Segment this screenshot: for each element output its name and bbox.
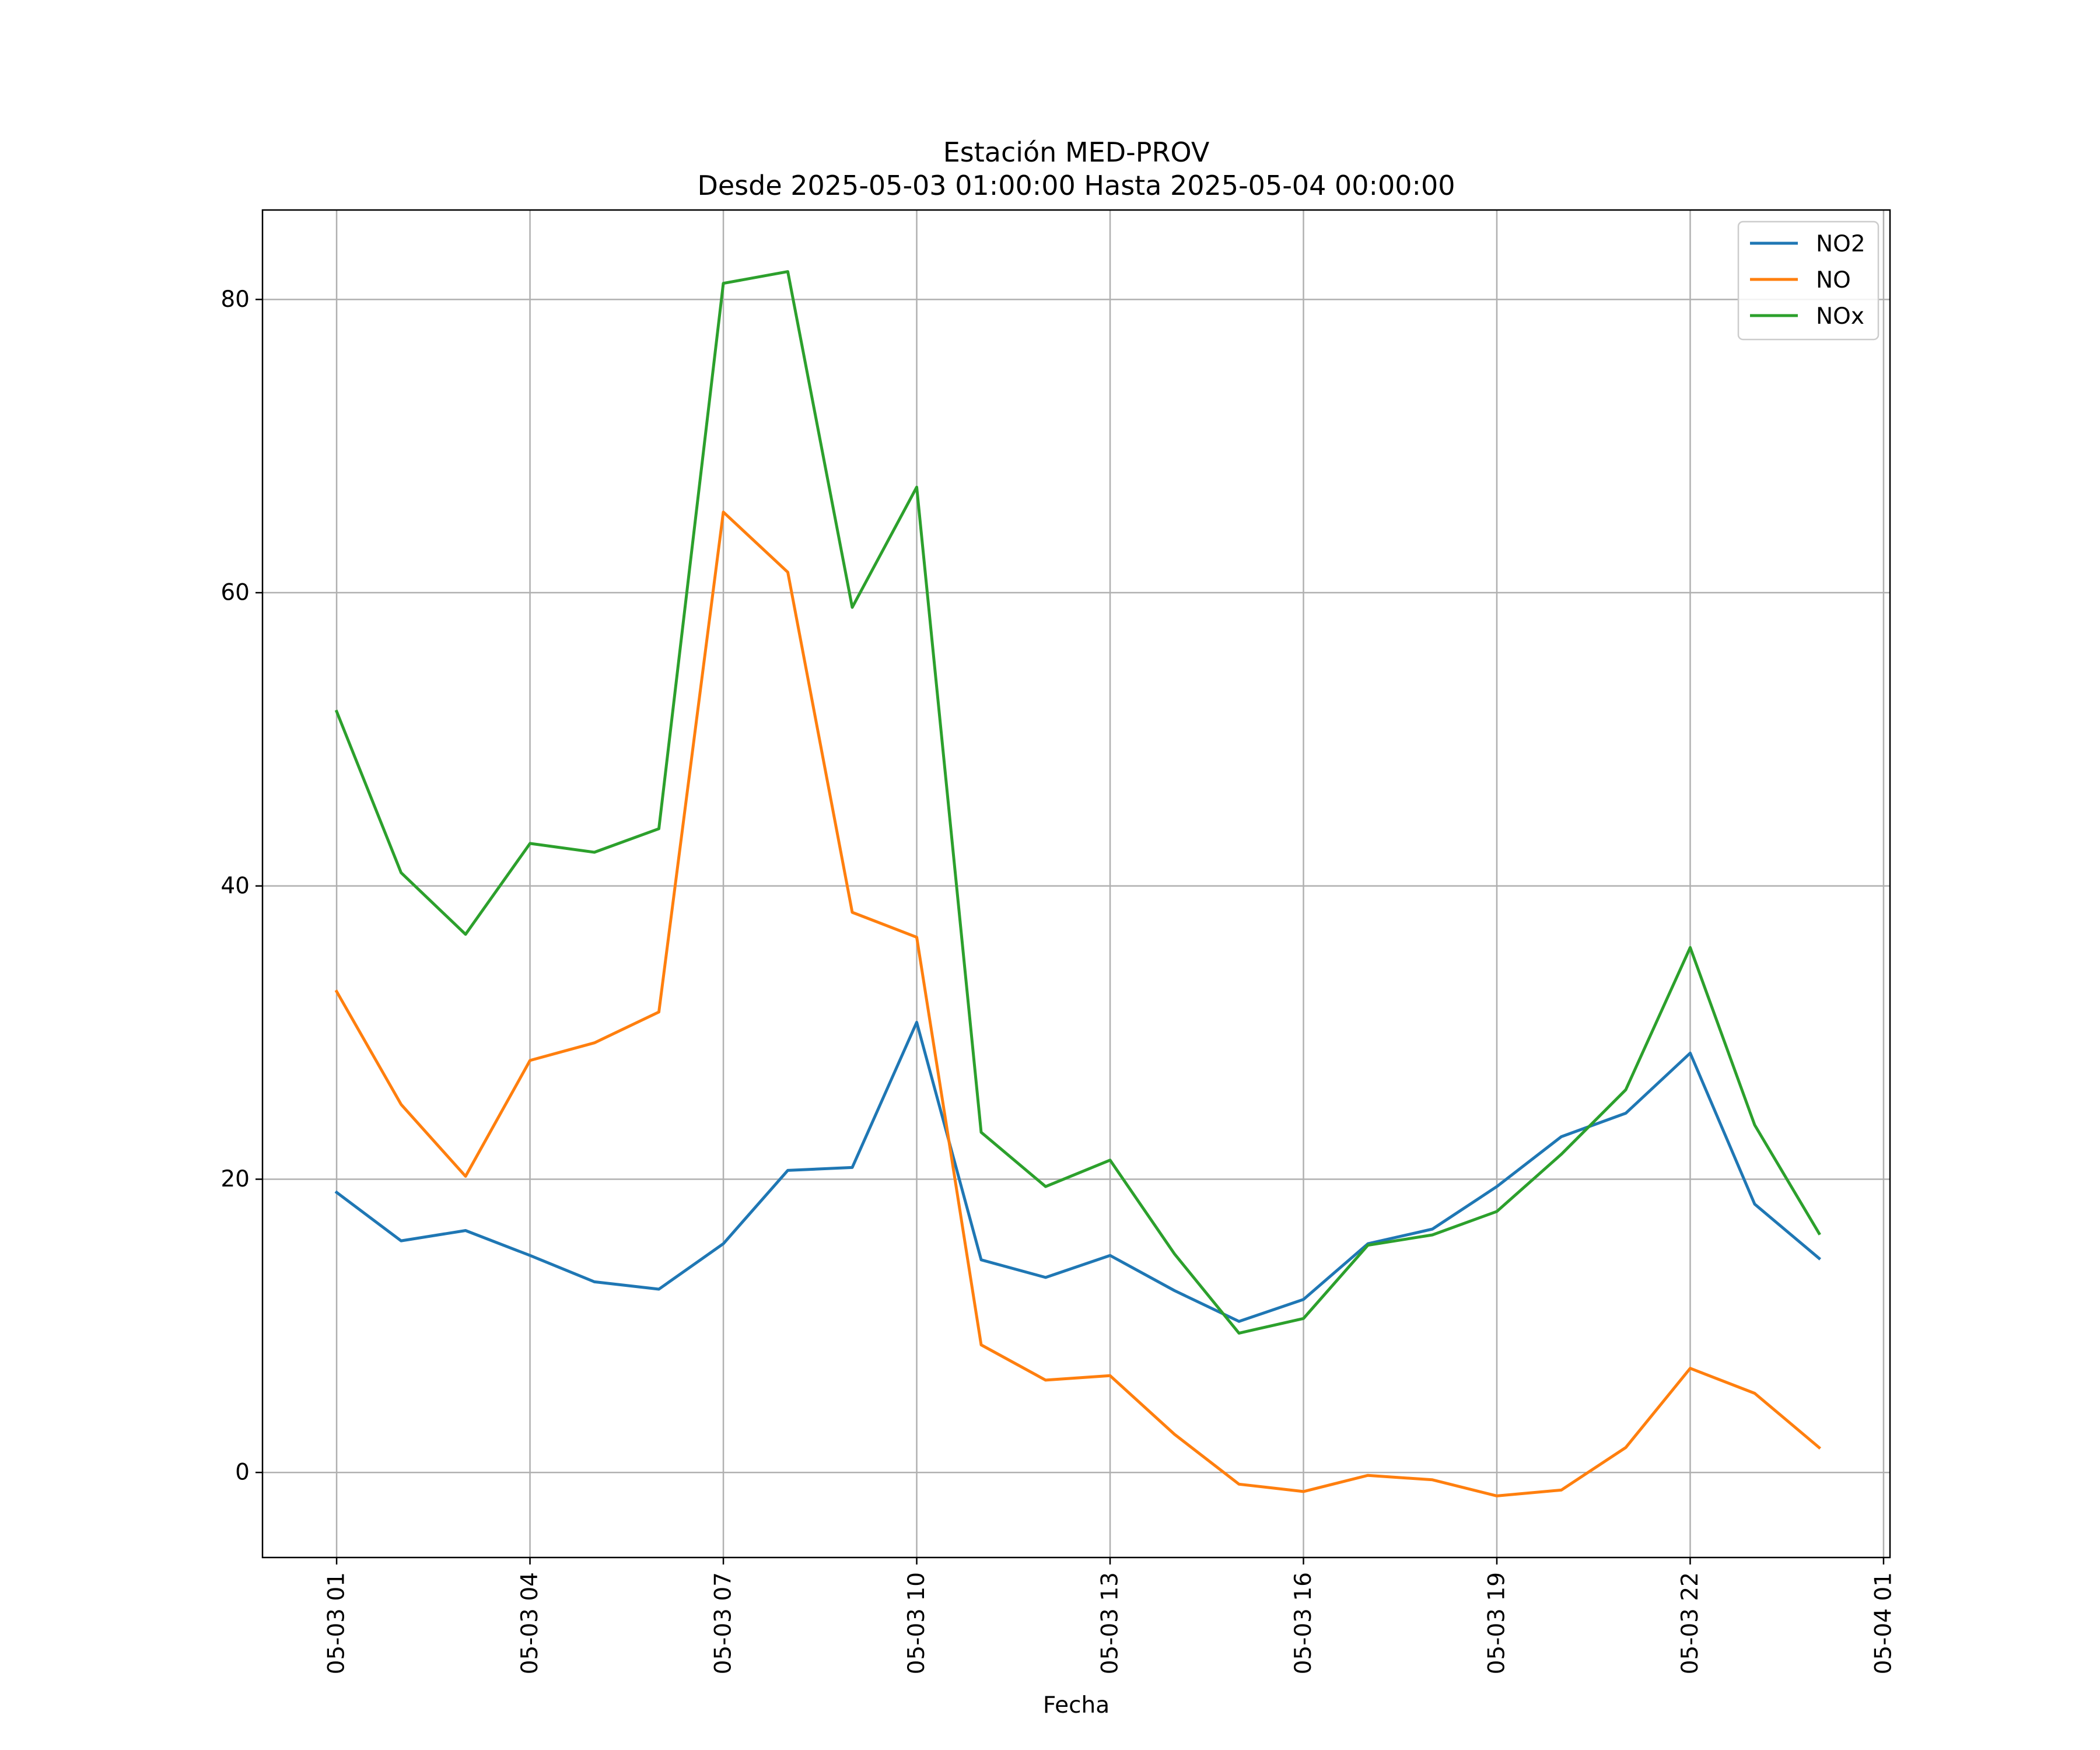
x-tick-label: 05-03 10 [904, 1572, 930, 1674]
y-tick-label: 40 [220, 873, 250, 899]
y-axis-ticks: 0 20 40 60 80 [220, 286, 262, 1486]
y-tick-label: 0 [235, 1460, 250, 1486]
y-tick-label: 80 [220, 286, 250, 313]
x-tick-label: 05-03 07 [710, 1572, 737, 1674]
x-axis-label: Fecha [1043, 1692, 1110, 1718]
x-tick-label: 05-03 19 [1483, 1572, 1510, 1674]
chart-title: Estación MED-PROV [943, 136, 1210, 168]
legend-label-no: NO [1816, 267, 1851, 293]
y-tick-label: 20 [220, 1166, 250, 1192]
legend-label-no2: NO2 [1816, 231, 1866, 257]
series-line-nox [334, 270, 1821, 1335]
x-tick-label: 05-03 22 [1677, 1572, 1703, 1674]
x-tick-label: 05-03 13 [1097, 1572, 1124, 1674]
series-line-no2 [334, 1021, 1822, 1323]
legend-box [1737, 220, 1880, 341]
x-tick-label: 05-03 01 [324, 1572, 350, 1674]
series-line-no [334, 510, 1822, 1497]
y-tick-label: 60 [220, 580, 250, 606]
grid-lines [262, 210, 1890, 1558]
plot-area-frame [261, 209, 1891, 1559]
chart-subtitle: Desde 2025-05-03 01:00:00 Hasta 2025-05-… [697, 170, 1455, 201]
x-tick-label: 05-04 01 [1870, 1572, 1896, 1674]
series-lines [334, 270, 1822, 1497]
legend-label-nox: NOx [1816, 303, 1864, 330]
x-tick-label: 05-03 16 [1290, 1572, 1317, 1674]
legend: NO2 NO NOx [1737, 220, 1880, 341]
x-tick-label: 05-03 04 [517, 1572, 543, 1674]
x-axis-ticks: 05-03 01 05-03 04 05-03 07 05-03 10 05-03 13… [324, 1558, 1896, 1674]
